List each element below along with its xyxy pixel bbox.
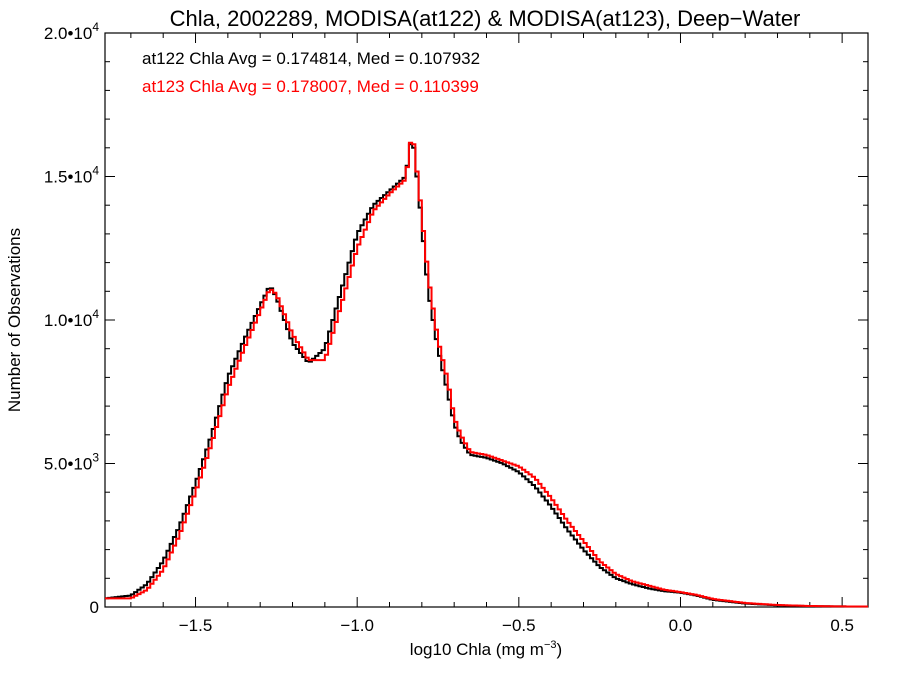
y-tick-label: 0 [90,598,99,617]
annotation-at123: at123 Chla Avg = 0.178007, Med = 0.11039… [142,77,479,96]
x-tick-label: 0.5 [830,616,854,635]
x-axis-label: log10 Chla (mg m−3) [410,639,562,659]
y-tick-label: 1.0•104 [44,307,100,330]
x-axis-label-main: log10 Chla (mg m [410,640,544,659]
series-line-0 [105,143,868,608]
series-layer [105,141,868,608]
x-tick-label: −1.5 [179,616,213,635]
y-tick-label: 1.5•104 [44,164,100,187]
y-axis-label: Number of Observations [5,228,24,412]
x-tick-label: −1.0 [340,616,374,635]
annotation-at122: at122 Chla Avg = 0.174814, Med = 0.10793… [142,49,480,68]
x-axis-label-sup: −3 [544,639,557,651]
axis-ticks: −1.5 −1.0 −0.5 0.0 0.5 0 5.0•103 1.0•104 1.5•104… [44,20,868,635]
chart-title: Chla, 2002289, MODISA(at122) & MODISA(at… [170,6,801,31]
x-tick-label: 0.0 [669,616,693,635]
plot-frame [104,32,869,608]
y-tick-label: 5.0•103 [44,451,100,474]
x-tick-label: −0.5 [502,616,536,635]
series-line-1 [105,141,868,608]
y-tick-label: 2.0•104 [44,20,100,43]
x-axis-label-end: ) [557,640,563,659]
